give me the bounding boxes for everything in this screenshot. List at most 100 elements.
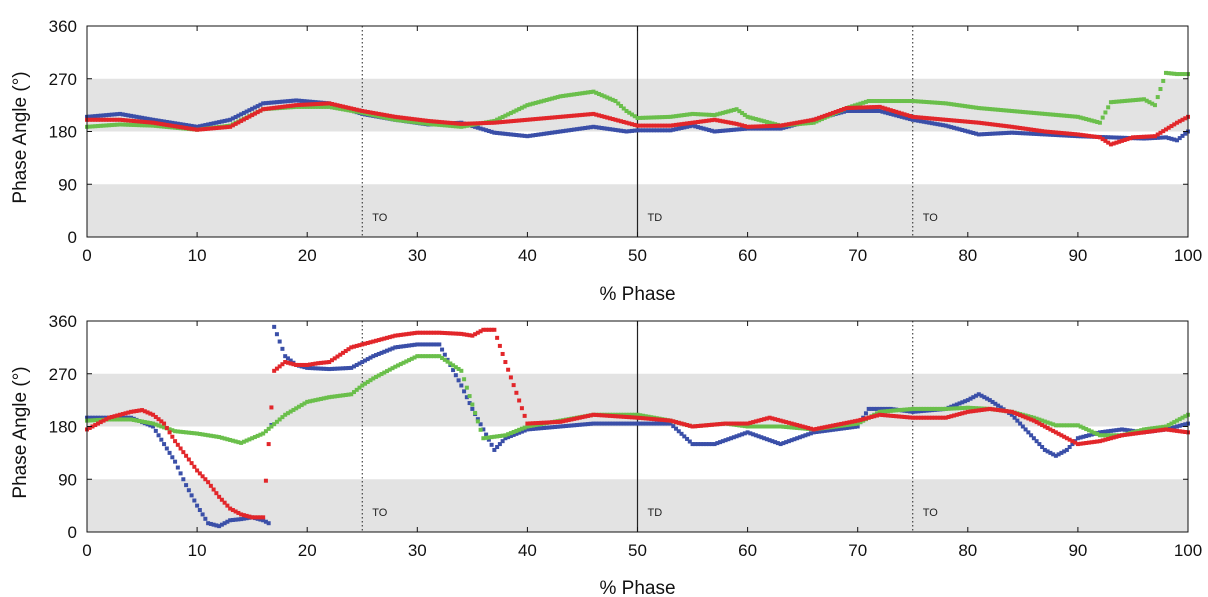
data-point <box>525 134 530 139</box>
data-point <box>770 126 775 131</box>
data-point <box>990 399 995 404</box>
data-point <box>674 114 679 119</box>
data-point <box>707 118 712 123</box>
data-point <box>814 429 819 434</box>
data-point <box>1004 130 1009 135</box>
data-point <box>852 108 857 113</box>
data-point <box>877 409 882 414</box>
data-point <box>462 332 467 337</box>
data-point <box>734 434 739 439</box>
data-point <box>195 431 200 436</box>
data-point <box>228 506 233 511</box>
data-point <box>294 103 299 108</box>
data-point <box>316 104 321 109</box>
data-point <box>847 420 852 425</box>
data-point <box>351 107 356 112</box>
data-point <box>1114 99 1119 104</box>
data-point <box>616 421 621 426</box>
data-point <box>563 424 568 429</box>
data-point <box>274 366 279 371</box>
data-point <box>687 439 692 444</box>
data-point <box>910 409 915 414</box>
data-point <box>819 114 824 119</box>
data-point <box>335 354 340 359</box>
data-point <box>1111 99 1116 104</box>
data-point <box>508 132 513 137</box>
data-point <box>885 409 890 414</box>
data-point <box>715 441 720 446</box>
data-point <box>153 428 158 433</box>
data-point <box>1177 136 1182 141</box>
data-point <box>1117 135 1122 140</box>
data-point <box>652 417 657 422</box>
data-point <box>1169 124 1174 129</box>
data-point <box>941 117 946 122</box>
data-point <box>230 517 235 522</box>
data-point <box>101 123 106 128</box>
data-point <box>883 110 888 115</box>
data-point <box>296 362 301 367</box>
data-point <box>971 130 976 135</box>
data-point <box>503 433 508 438</box>
data-point <box>654 128 659 133</box>
data-point <box>654 115 659 120</box>
data-point <box>363 109 368 114</box>
data-point <box>629 412 634 417</box>
data-point <box>307 99 312 104</box>
data-point <box>162 124 167 129</box>
data-point <box>426 330 431 335</box>
data-point <box>236 440 241 445</box>
data-point <box>974 406 979 411</box>
data-point <box>478 329 483 334</box>
data-point <box>555 115 560 120</box>
y-tick-label: 0 <box>68 523 77 542</box>
data-point <box>998 408 1003 413</box>
data-point <box>605 421 610 426</box>
y-tick-label: 180 <box>49 418 77 437</box>
data-point <box>1133 135 1138 140</box>
data-point <box>280 362 285 367</box>
data-point <box>594 421 599 426</box>
data-point <box>682 125 687 130</box>
data-point <box>126 122 131 127</box>
data-point <box>759 424 764 429</box>
data-point <box>1045 449 1050 454</box>
data-point <box>742 124 747 129</box>
data-point <box>943 123 948 128</box>
data-point <box>616 414 621 419</box>
data-point <box>668 114 673 119</box>
data-point <box>407 119 412 124</box>
data-point <box>1125 137 1130 142</box>
data-point <box>1004 108 1009 113</box>
data-point <box>351 390 356 395</box>
data-point <box>115 122 120 127</box>
data-point <box>698 119 703 124</box>
data-point <box>266 442 271 447</box>
data-point <box>511 432 516 437</box>
data-point <box>1106 433 1111 438</box>
data-point <box>1161 129 1166 134</box>
data-point <box>164 119 169 124</box>
data-point <box>599 125 604 130</box>
data-point <box>1108 436 1113 441</box>
data-point <box>880 105 885 110</box>
data-point <box>511 132 516 137</box>
data-point <box>363 358 368 363</box>
data-point <box>1166 71 1171 76</box>
data-point <box>197 508 202 513</box>
data-point <box>1012 130 1017 135</box>
data-point <box>643 115 648 120</box>
data-point <box>288 103 293 108</box>
data-point <box>652 123 657 128</box>
data-point <box>104 417 109 422</box>
data-point <box>1059 130 1064 135</box>
data-point <box>905 116 910 121</box>
data-point <box>806 118 811 123</box>
data-point <box>1084 427 1089 432</box>
data-point <box>156 124 161 129</box>
data-point <box>489 327 494 332</box>
data-point <box>1056 130 1061 135</box>
data-point <box>555 419 560 424</box>
data-point <box>638 415 643 420</box>
data-point <box>1051 130 1056 135</box>
